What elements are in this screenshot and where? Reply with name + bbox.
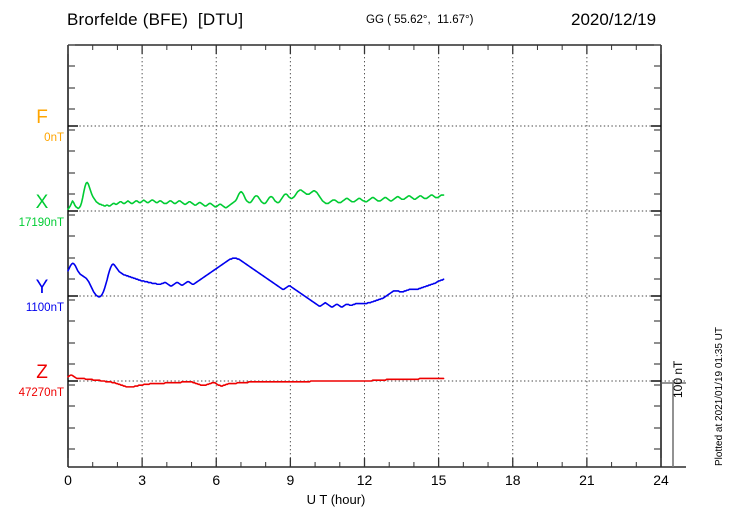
- component-traces: [67, 181, 445, 388]
- x-tick-label-24: 24: [653, 472, 669, 488]
- observation-date: 2020/12/19: [571, 10, 657, 29]
- component-label-Z: Z: [36, 362, 48, 383]
- component-label-F: F: [36, 107, 48, 128]
- x-tick-label-9: 9: [286, 472, 295, 488]
- component-baselines: [68, 125, 686, 382]
- geographic-coordinates: GG ( 55.62°, 11.67°): [366, 14, 474, 26]
- plot-gridlines: [141, 45, 588, 467]
- component-baseline-Z: 47270nT: [18, 387, 64, 399]
- component-baseline-F: 0nT: [44, 132, 64, 144]
- station-title: Brorfelde (BFE) [DTU]: [67, 10, 244, 29]
- x-tick-label-6: 6: [212, 472, 221, 488]
- component-label-Y: Y: [35, 277, 49, 298]
- trace-Y: [67, 257, 445, 308]
- x-tick-label-12: 12: [356, 472, 373, 488]
- component-baseline-Y: 1100nT: [25, 302, 64, 314]
- plot-axes: [67, 44, 686, 468]
- x-tick-label-15: 15: [430, 472, 447, 488]
- component-baseline-X: 17190nT: [18, 217, 64, 229]
- x-axis-title: U T (hour): [0, 492, 730, 507]
- component-label-X: X: [35, 192, 49, 213]
- scale-bar-label: 100 nT: [671, 360, 685, 398]
- x-tick-label-18: 18: [504, 472, 521, 488]
- x-tick-label-0: 0: [64, 472, 72, 488]
- trace-Z: [67, 374, 445, 388]
- x-axis-title-text: U T (hour): [306, 492, 366, 507]
- scale-bar: [661, 382, 686, 467]
- plot-ticks: [67, 44, 662, 467]
- x-tick-label-21: 21: [579, 472, 595, 488]
- trace-X: [67, 181, 445, 211]
- x-tick-label-3: 3: [138, 472, 147, 488]
- plotted-at-timestamp: Plotted at 2021/01/19 01:35 UT: [714, 327, 725, 466]
